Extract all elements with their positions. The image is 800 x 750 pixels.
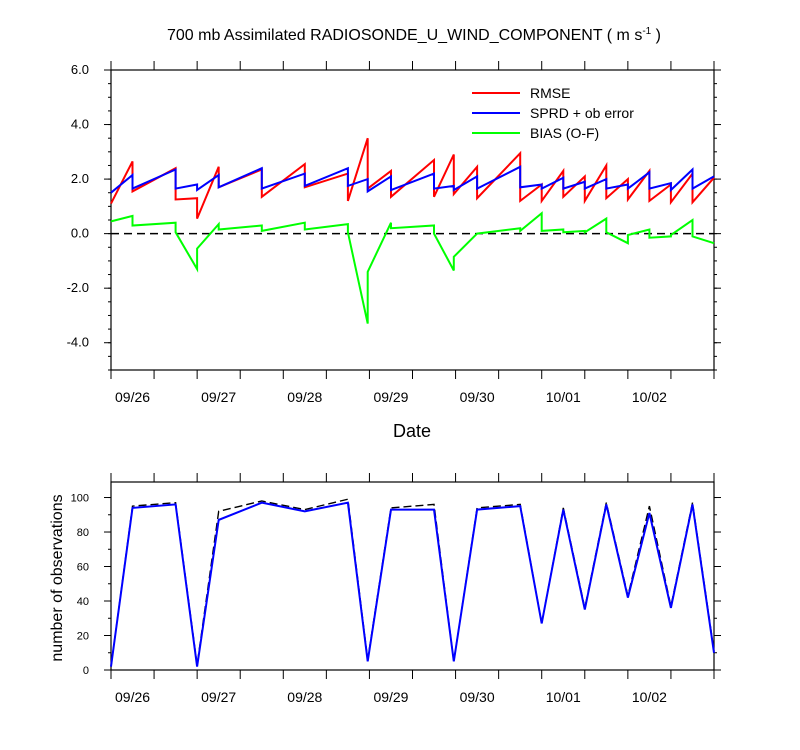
y-tick-label: 100 [71, 493, 89, 505]
x-tick-label: 10/02 [632, 389, 667, 405]
x-tick-label: 09/29 [373, 689, 408, 705]
y-tick-label: 80 [77, 527, 89, 539]
x-tick-label: 10/02 [632, 689, 667, 705]
y-tick-label: -2.0 [67, 280, 89, 295]
x-axis-label: Date [393, 421, 431, 441]
x-tick-label: 09/30 [460, 689, 495, 705]
x-tick-label: 09/26 [115, 389, 150, 405]
series-line-assimilated-obs [110, 501, 715, 667]
x-tick-label: 09/28 [287, 389, 322, 405]
chart-title: 700 mb Assimilated RADIOSONDE_U_WIND_COM… [167, 26, 661, 44]
y-tick-label: 20 [77, 631, 89, 643]
series-line-sprd-ob-error [110, 165, 715, 194]
y-tick-label: 4.0 [71, 117, 89, 132]
y-tick-label: 0.0 [71, 226, 89, 241]
y-tick-label: -4.0 [67, 335, 89, 350]
x-tick-label: 09/28 [287, 689, 322, 705]
legend-label-rmse: RMSE [530, 85, 570, 101]
observation-count-panel: 100 80 60 40 20 0 09/26 09/27 09/28 09/29 09/30 10… [71, 473, 721, 705]
legend-label-bias: BIAS (O-F) [530, 125, 599, 141]
y-tick-label: 0 [83, 665, 89, 677]
legend: RMSE SPRD + ob error BIAS (O-F) [472, 85, 634, 141]
x-tick-label: 09/29 [373, 389, 408, 405]
x-tick-label: 09/30 [460, 389, 495, 405]
y-tick-label: 2.0 [71, 171, 89, 186]
y-tick-label: 6.0 [71, 62, 89, 77]
y-tick-label: 40 [77, 596, 89, 608]
series-line-bias-o-f [110, 211, 715, 324]
y-tick-label: 60 [77, 562, 89, 574]
x-tick-label: 10/01 [546, 389, 581, 405]
y-axis-label-observations: number of observations [49, 494, 66, 661]
x-tick-label: 09/27 [201, 389, 236, 405]
x-tick-label: 09/27 [201, 689, 236, 705]
rmse-bias-panel: 6.0 4.0 2.0 0.0 -2.0 -4.0 09/26 09/27 09/28 09/2… [67, 61, 721, 405]
legend-label-sprd: SPRD + ob error [530, 105, 634, 121]
x-tick-label: 09/26 [115, 689, 150, 705]
x-tick-label: 10/01 [546, 689, 581, 705]
series-line-rmse [110, 137, 715, 219]
